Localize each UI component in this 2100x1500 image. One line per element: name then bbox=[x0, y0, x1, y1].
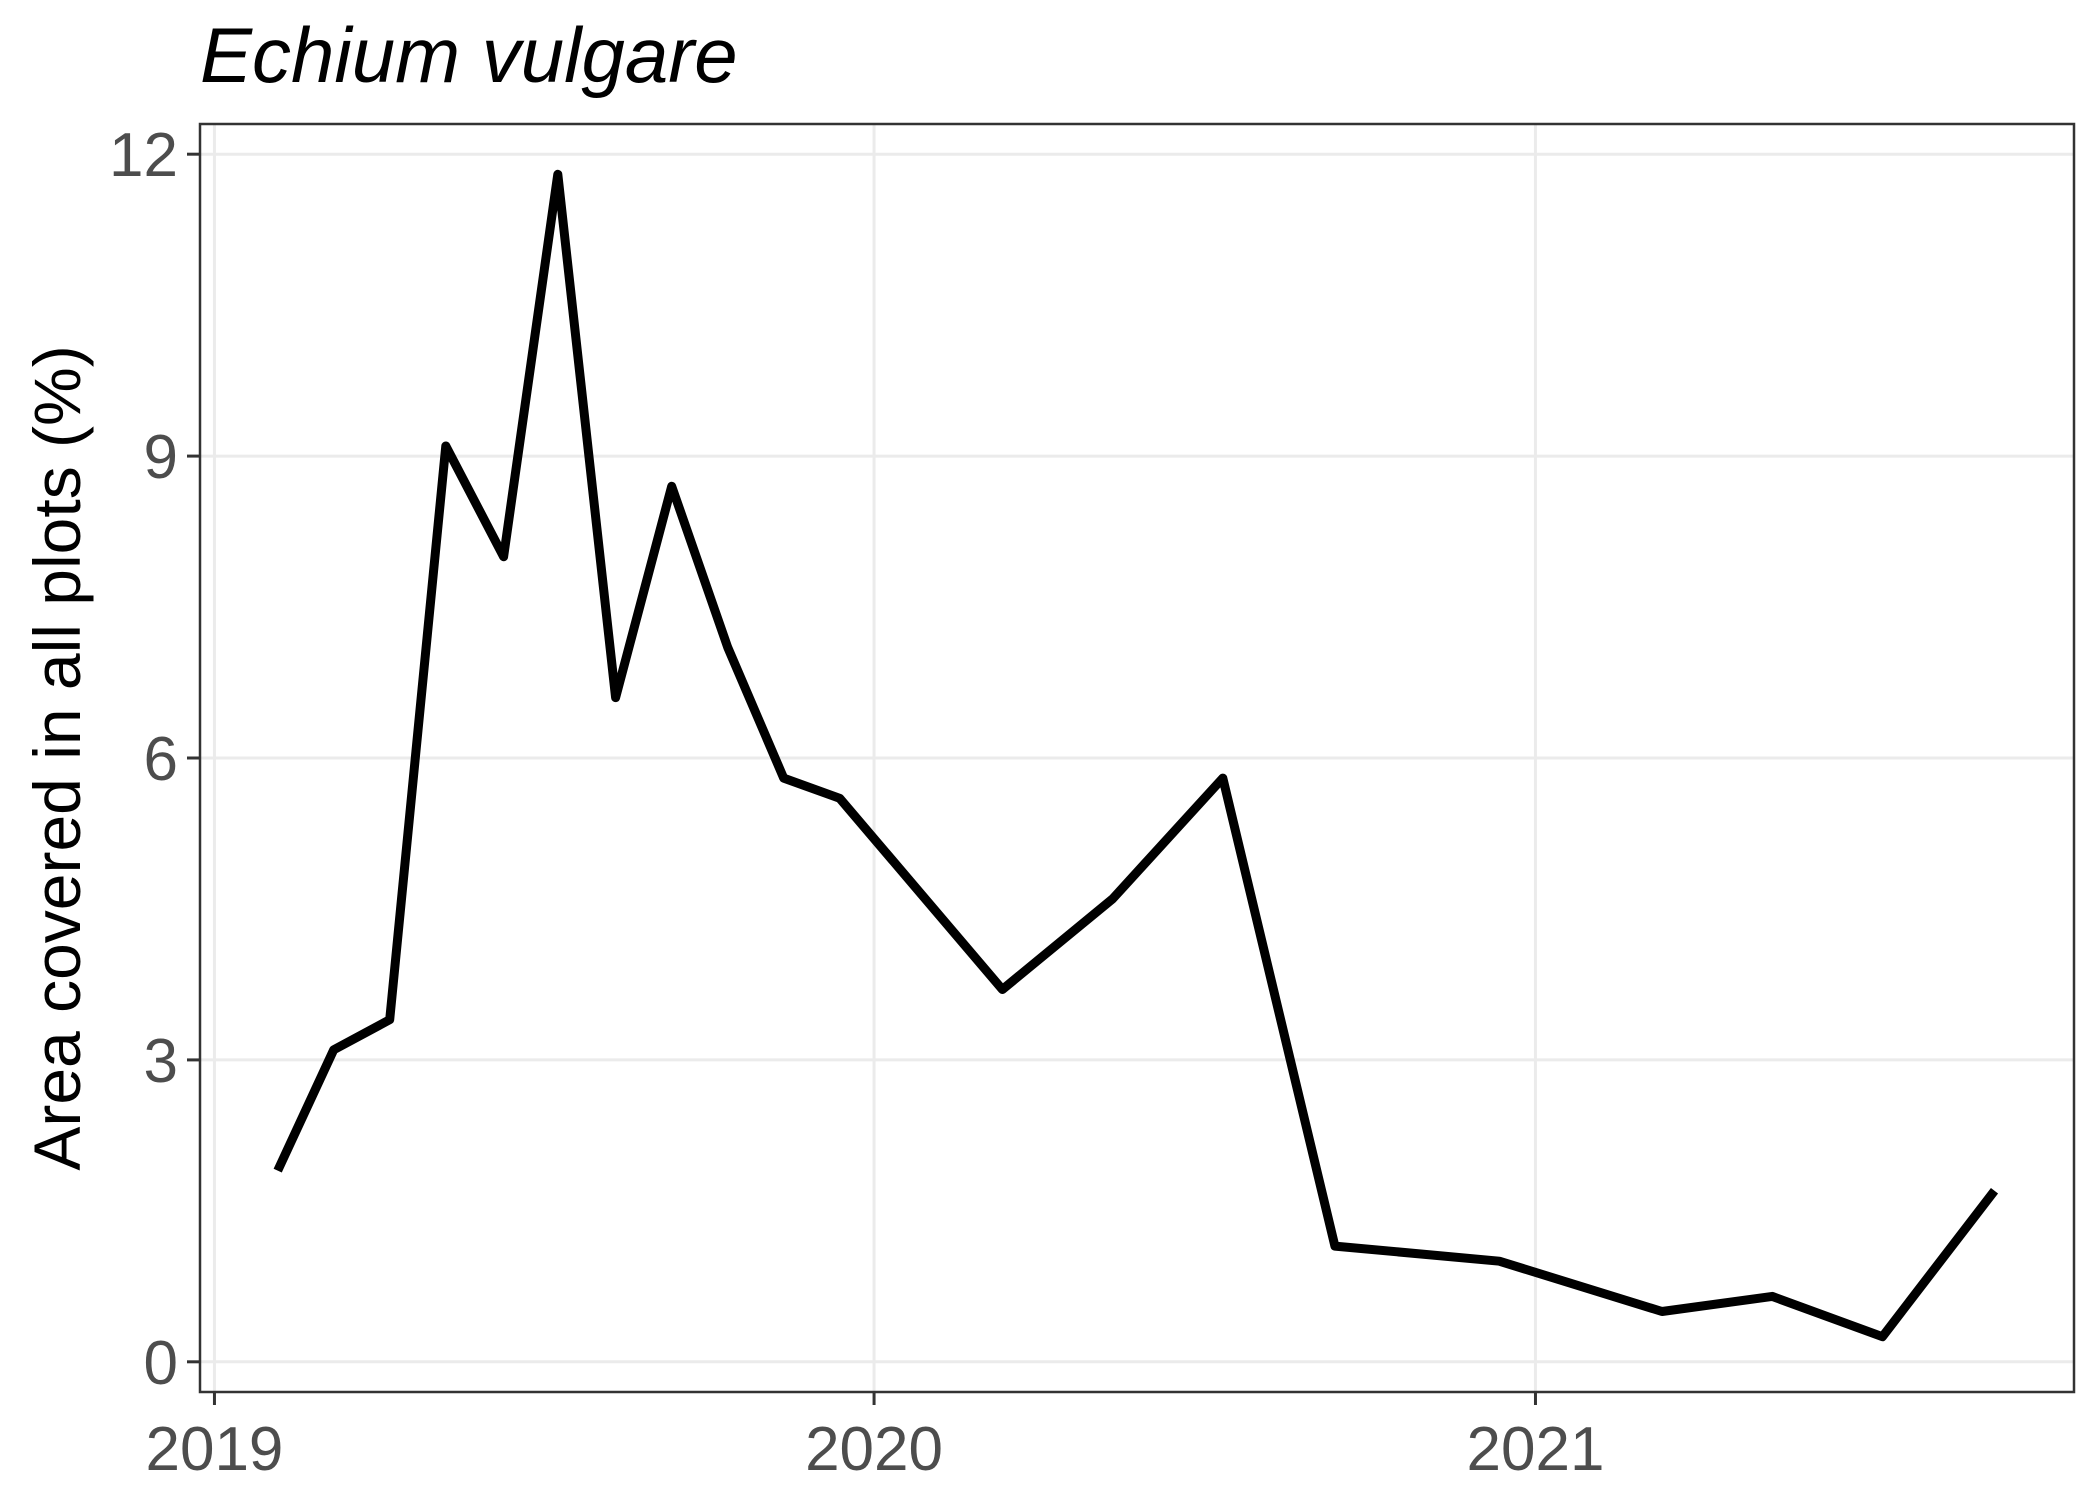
series-line-0 bbox=[273, 169, 1999, 1342]
y-tick-label-3: 3 bbox=[144, 1027, 178, 1096]
x-tick-label-2019: 2019 bbox=[145, 1415, 283, 1484]
data-series bbox=[273, 169, 1999, 1342]
chart-title: Echium vulgare bbox=[200, 11, 738, 99]
y-tick-label-12: 12 bbox=[109, 121, 178, 190]
x-axis: 2019 2020 2021 bbox=[145, 1392, 1604, 1484]
y-axis-title: Area covered in all plots (%) bbox=[20, 345, 94, 1170]
x-tick-label-2020: 2020 bbox=[805, 1415, 943, 1484]
y-tick-label-0: 0 bbox=[144, 1329, 178, 1398]
grid-lines bbox=[200, 124, 2074, 1392]
y-tick-label-9: 9 bbox=[144, 423, 178, 492]
y-axis: 0 3 6 9 12 bbox=[109, 121, 200, 1398]
y-tick-label-6: 6 bbox=[144, 725, 178, 794]
x-tick-label-2021: 2021 bbox=[1467, 1415, 1605, 1484]
